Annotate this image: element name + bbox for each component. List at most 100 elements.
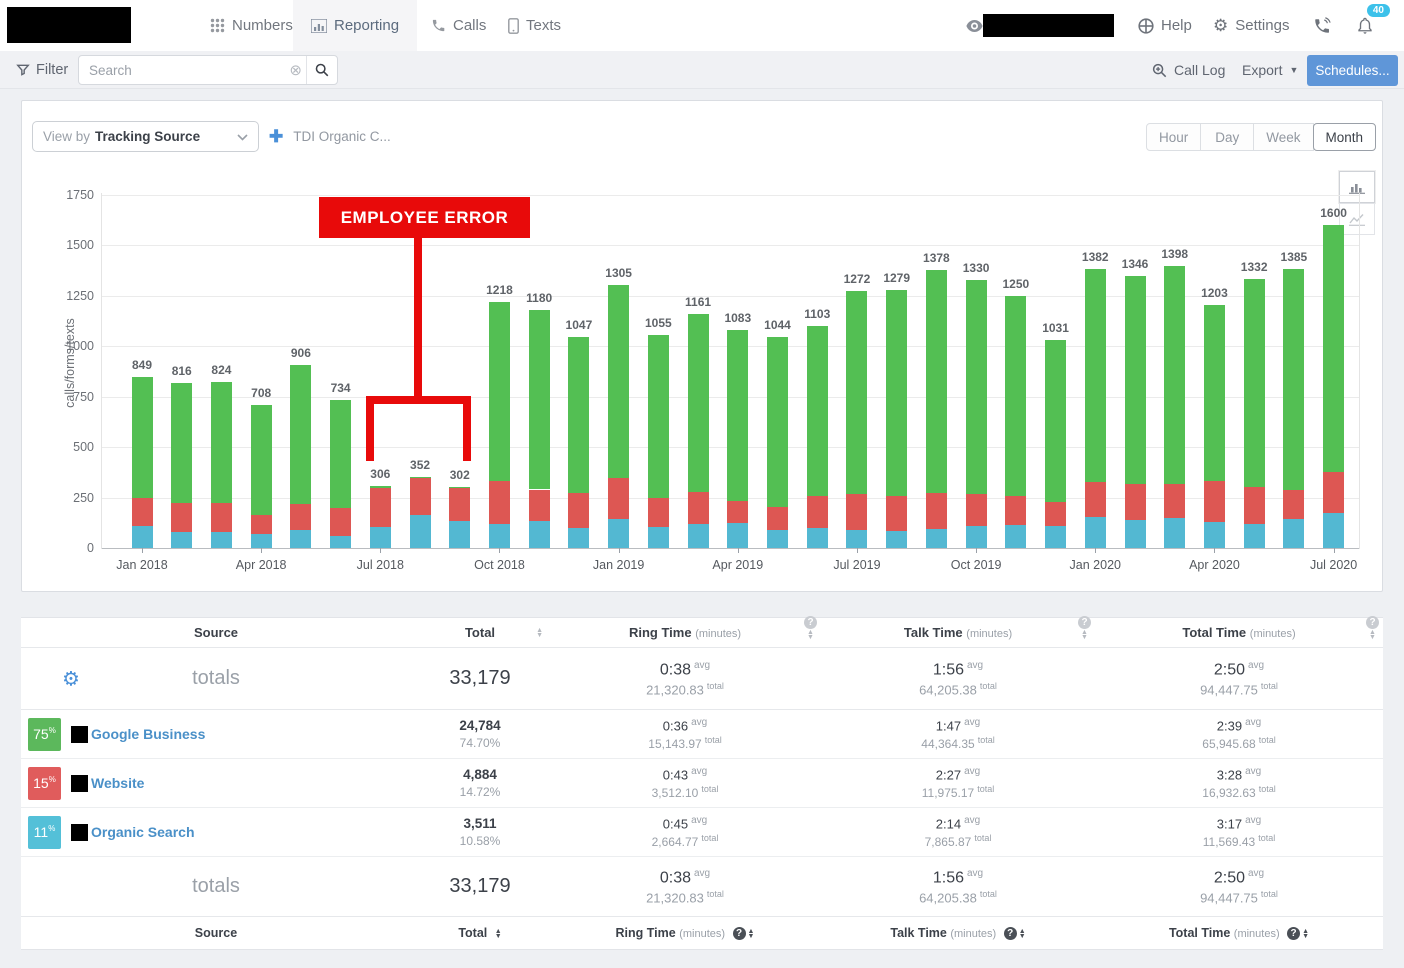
bar-segment-google-business[interactable] xyxy=(767,337,789,507)
bar-segment-website[interactable] xyxy=(1124,484,1146,520)
bar-segment-organic-search[interactable] xyxy=(488,523,510,548)
bar-segment-website[interactable] xyxy=(846,493,868,530)
bar-segment-organic-search[interactable] xyxy=(806,527,828,548)
bar-segment-google-business[interactable] xyxy=(647,335,669,498)
bar-segment-website[interactable] xyxy=(528,489,550,521)
bar-segment-google-business[interactable] xyxy=(1124,276,1146,485)
bar-segment-google-business[interactable] xyxy=(687,313,709,492)
chart-type-line-button[interactable] xyxy=(1339,203,1375,235)
bar-segment-organic-search[interactable] xyxy=(1005,524,1027,548)
bar-segment-website[interactable] xyxy=(1084,482,1106,517)
sort-icon[interactable]: ▲ ▼ xyxy=(494,927,502,940)
bar-segment-website[interactable] xyxy=(250,514,272,534)
bar-segment-website[interactable] xyxy=(886,495,908,531)
phone-status-button[interactable] xyxy=(1313,0,1331,51)
bar-segment-google-business[interactable] xyxy=(806,325,828,496)
bar-segment-website[interactable] xyxy=(131,497,153,526)
tab-numbers[interactable]: Numbers xyxy=(192,0,311,51)
bar-segment-organic-search[interactable] xyxy=(886,530,908,548)
bar-segment-website[interactable] xyxy=(290,503,312,530)
bar-segment-organic-search[interactable] xyxy=(965,525,987,548)
bar-segment-google-business[interactable] xyxy=(250,405,272,515)
bar-segment-website[interactable] xyxy=(171,502,193,532)
bar-segment-website[interactable] xyxy=(608,478,630,519)
bar-segment-website[interactable] xyxy=(568,492,590,528)
bar-segment-google-business[interactable] xyxy=(1045,340,1067,502)
bar-segment-google-business[interactable] xyxy=(449,487,471,489)
bar-segment-google-business[interactable] xyxy=(925,270,947,493)
view-by-select[interactable]: View by Tracking Source xyxy=(32,121,259,152)
bar-segment-website[interactable] xyxy=(1164,484,1186,518)
col-talk-time[interactable]: Talk Time (minutes) ? ▲ ▼ xyxy=(890,925,1026,941)
redacted-logo[interactable] xyxy=(7,7,131,43)
range-day-button[interactable]: Day xyxy=(1201,123,1255,151)
bar-segment-website[interactable] xyxy=(330,507,352,536)
bar-segment-website[interactable] xyxy=(1045,501,1067,526)
notifications-button[interactable]: 40 xyxy=(1356,0,1396,51)
bar-segment-organic-search[interactable] xyxy=(1124,519,1146,548)
add-comparison-icon[interactable]: ✚ xyxy=(269,126,284,146)
bar-segment-google-business[interactable] xyxy=(965,279,987,494)
bar-segment-google-business[interactable] xyxy=(886,290,908,496)
bar-segment-organic-search[interactable] xyxy=(1084,516,1106,548)
sort-icon[interactable]: ▲ ▼ xyxy=(807,629,814,641)
bar-segment-organic-search[interactable] xyxy=(171,531,193,548)
bar-segment-organic-search[interactable] xyxy=(767,529,789,548)
range-month-button[interactable]: Month xyxy=(1312,123,1377,151)
bar-segment-organic-search[interactable] xyxy=(1243,523,1265,548)
search-input[interactable] xyxy=(79,62,286,78)
range-hour-button[interactable]: Hour xyxy=(1146,123,1202,151)
source-link[interactable]: Organic Search xyxy=(91,824,195,840)
bar-segment-google-business[interactable] xyxy=(131,376,153,498)
bar-segment-google-business[interactable] xyxy=(171,383,193,503)
schedules-button[interactable]: Schedules... xyxy=(1307,55,1398,86)
bar-segment-google-business[interactable] xyxy=(488,302,510,482)
bar-segment-google-business[interactable] xyxy=(1164,266,1186,485)
bar-segment-organic-search[interactable] xyxy=(330,535,352,548)
bar-segment-website[interactable] xyxy=(767,506,789,530)
bar-segment-website[interactable] xyxy=(647,497,669,527)
bar-segment-website[interactable] xyxy=(1323,472,1345,513)
bar-segment-google-business[interactable] xyxy=(210,381,232,503)
bar-segment-organic-search[interactable] xyxy=(608,518,630,548)
col-total[interactable]: Total ▲ ▼ xyxy=(458,926,502,940)
bar-segment-google-business[interactable] xyxy=(330,399,352,508)
sort-icon[interactable]: ▲ ▼ xyxy=(1081,629,1088,641)
col-total[interactable]: Total ▲ ▼ xyxy=(464,625,543,640)
help-tooltip-icon[interactable]: ? xyxy=(1366,616,1379,629)
range-week-button[interactable]: Week xyxy=(1254,123,1314,151)
bar-segment-organic-search[interactable] xyxy=(1045,525,1067,548)
bar-segment-website[interactable] xyxy=(369,487,391,527)
table-settings-gear-icon[interactable]: ⚙ xyxy=(62,668,80,690)
col-ring-time[interactable]: Ring Time (minutes) ? ▲ ▼ xyxy=(549,616,821,641)
bar-segment-organic-search[interactable] xyxy=(727,522,749,548)
help-tooltip-icon[interactable]: ? xyxy=(732,927,746,941)
export-dropdown[interactable]: Export ▼ xyxy=(1242,51,1298,89)
bar-segment-organic-search[interactable] xyxy=(409,514,431,548)
help-tooltip-icon[interactable]: ? xyxy=(1003,927,1017,941)
source-link[interactable]: Website xyxy=(91,775,145,791)
bar-segment-google-business[interactable] xyxy=(528,309,550,490)
bar-segment-website[interactable] xyxy=(687,491,709,524)
help-tooltip-icon[interactable]: ? xyxy=(1078,616,1091,629)
help-tooltip-icon[interactable]: ? xyxy=(804,616,817,629)
bar-segment-organic-search[interactable] xyxy=(1283,518,1305,548)
bar-segment-website[interactable] xyxy=(210,502,232,532)
sort-icon[interactable]: ▲ ▼ xyxy=(1018,927,1026,940)
bar-segment-google-business[interactable] xyxy=(608,284,630,479)
bar-segment-website[interactable] xyxy=(925,492,947,529)
bar-segment-organic-search[interactable] xyxy=(290,529,312,548)
sort-icon[interactable]: ▲ ▼ xyxy=(1369,629,1376,641)
bar-segment-organic-search[interactable] xyxy=(1203,521,1225,548)
bar-segment-organic-search[interactable] xyxy=(369,527,391,548)
bar-segment-google-business[interactable] xyxy=(1283,268,1305,490)
bar-segment-website[interactable] xyxy=(1283,489,1305,519)
bar-segment-organic-search[interactable] xyxy=(131,525,153,548)
bar-segment-organic-search[interactable] xyxy=(647,526,669,548)
source-link[interactable]: Google Business xyxy=(91,726,206,742)
call-log-button[interactable]: Call Log xyxy=(1152,51,1225,89)
tab-texts[interactable]: Texts xyxy=(490,0,579,51)
bar-segment-google-business[interactable] xyxy=(290,365,312,504)
col-ring-time[interactable]: Ring Time (minutes) ? ▲ ▼ xyxy=(615,925,755,941)
bar-segment-google-business[interactable] xyxy=(846,291,868,494)
